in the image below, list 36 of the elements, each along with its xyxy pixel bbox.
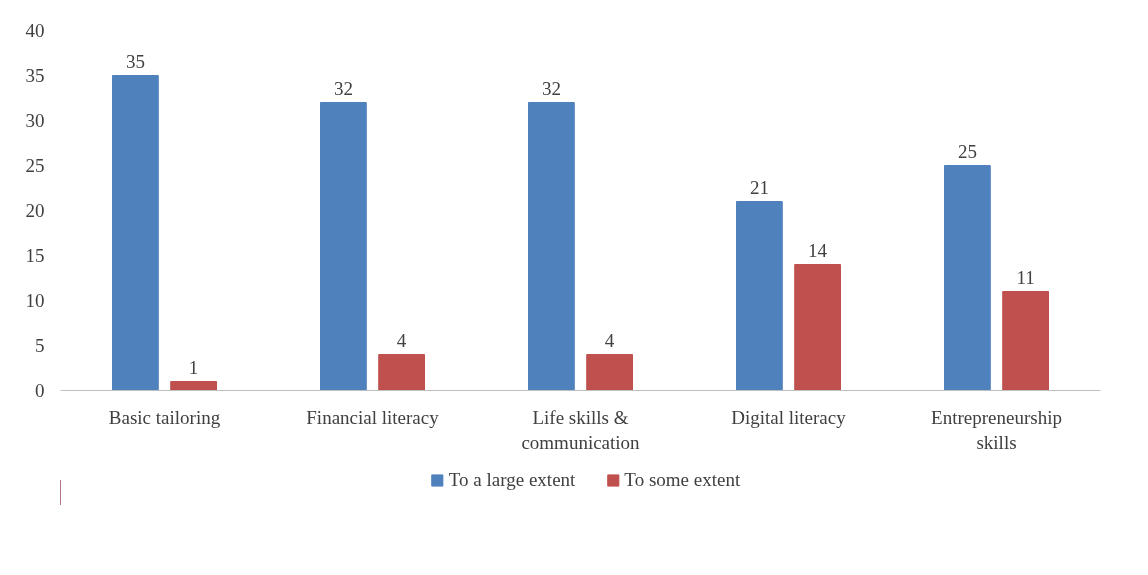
bar	[378, 354, 425, 391]
legend-label: To some extent	[624, 469, 741, 491]
y-tick-label: 20	[25, 200, 45, 221]
bar	[944, 165, 991, 391]
data-label: 4	[604, 329, 615, 351]
bar	[1002, 291, 1049, 391]
x-tick-label: Life skills & communication	[521, 406, 641, 453]
data-label: 14	[808, 239, 828, 261]
y-tick-label: 15	[25, 245, 45, 266]
bar	[320, 102, 367, 391]
y-tick-label: 0	[35, 380, 45, 401]
data-label: 32	[333, 77, 353, 99]
x-tick-label: Entrepreneurship skills	[931, 406, 1062, 453]
data-label: 4	[396, 329, 407, 351]
y-tick-label: 10	[25, 290, 45, 311]
bar	[586, 354, 633, 391]
data-label: 1	[188, 356, 199, 378]
bar	[736, 201, 783, 391]
x-tick-label: Basic tailoring	[108, 406, 221, 428]
bar	[112, 75, 159, 391]
bar	[170, 381, 217, 391]
legend-label: To a large extent	[448, 469, 576, 491]
data-label: 11	[1016, 266, 1035, 288]
bar	[528, 102, 575, 391]
y-tick-label: 30	[25, 110, 45, 131]
data-label: 25	[957, 140, 977, 162]
y-tick-label: 40	[25, 20, 45, 41]
data-label: 21	[749, 176, 769, 198]
y-tick-label: 35	[25, 65, 45, 86]
bar	[794, 264, 841, 391]
data-label: 32	[541, 77, 561, 99]
x-tick-label: Financial literacy	[306, 406, 440, 428]
x-tick-label: Digital literacy	[731, 406, 847, 428]
y-tick-label: 25	[25, 155, 45, 176]
y-tick-label: 5	[35, 335, 45, 356]
data-label: 35	[125, 50, 145, 72]
